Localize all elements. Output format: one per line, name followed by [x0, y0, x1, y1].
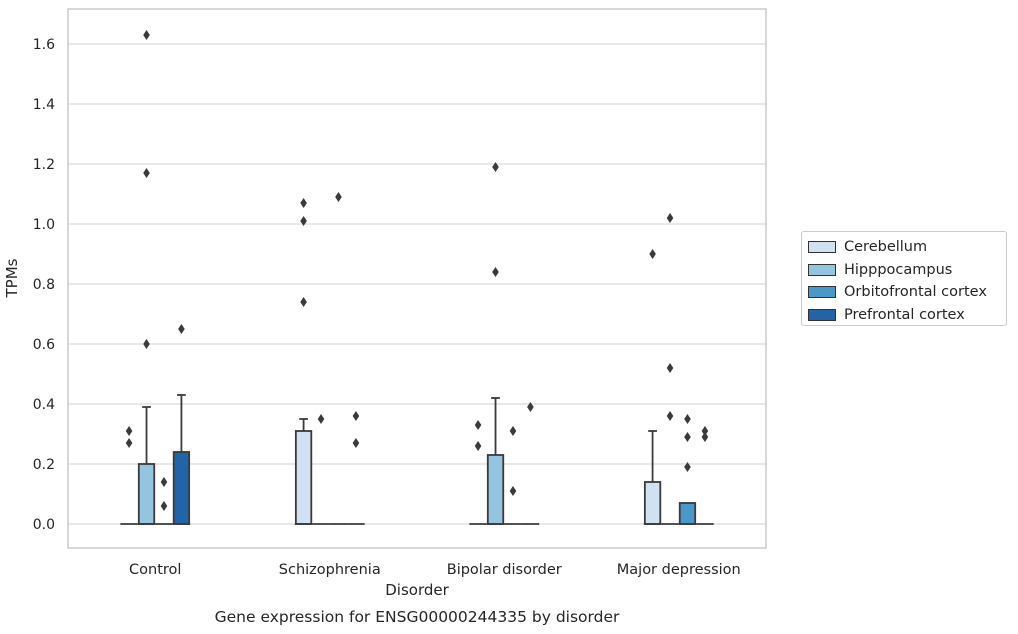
y-tick-label: 0.8: [33, 277, 55, 293]
y-tick-label: 0.0: [33, 517, 55, 533]
box-rect: [137, 463, 156, 525]
box-group: [504, 426, 522, 525]
outlier-point: [160, 501, 168, 511]
y-tick-label: 0.6: [33, 337, 55, 353]
chart-title: Gene expression for ENSG00000244335 by d…: [215, 608, 620, 626]
outlier-point: [509, 486, 517, 496]
box-rect: [643, 481, 662, 525]
outlier-point: [300, 198, 307, 208]
legend-label: Hipppocampus: [844, 261, 953, 278]
outlier-point: [143, 168, 150, 178]
legend-item: Prefrontal cortex: [808, 304, 1006, 327]
box-group: [137, 30, 156, 525]
box-group: [678, 414, 697, 525]
outlier-point: [352, 411, 360, 421]
legend-item: Cerebellum: [808, 236, 1006, 259]
box-rect: [172, 451, 191, 525]
outlier-point: [701, 426, 709, 436]
legend-label: Orbitofrontal cortex: [844, 284, 987, 301]
outlier-point: [492, 162, 499, 172]
legend-item: Hipppocampus: [808, 259, 1006, 282]
outlier-point: [509, 426, 517, 436]
x-tick-label: Bipolar disorder: [447, 562, 562, 578]
box-group: [120, 426, 138, 525]
box-group: [643, 249, 662, 525]
box-rect: [294, 430, 313, 525]
outlier-point: [352, 438, 360, 448]
x-tick-label: Schizophrenia: [279, 562, 381, 578]
box-group: [312, 414, 330, 525]
box-group: [661, 213, 679, 525]
x-tick-label: Major depression: [617, 562, 741, 578]
legend-label: Prefrontal cortex: [844, 306, 965, 323]
plot-area-frame: [67, 8, 767, 549]
legend-swatch: [808, 263, 836, 276]
y-tick-label: 1.0: [33, 217, 55, 233]
x-tick-labels: Control Schizophrenia Bipolar disorder Majo…: [129, 562, 741, 578]
outlier-point: [527, 402, 534, 412]
outlier-point: [143, 30, 150, 40]
x-axis-label: Disorder: [385, 581, 449, 599]
y-tick-label: 0.4: [33, 397, 55, 413]
box-group: [469, 420, 487, 525]
y-tick-label: 1.2: [33, 157, 55, 173]
x-tick-label: Control: [129, 562, 181, 578]
box-rect: [678, 502, 697, 525]
outlier-point: [666, 411, 674, 421]
box-group: [172, 324, 191, 525]
legend-swatch: [808, 308, 836, 321]
box-group: [347, 411, 365, 525]
box-marks: [120, 30, 714, 525]
outlier-point: [300, 297, 307, 307]
outlier-point: [666, 363, 674, 373]
outlier-point: [125, 438, 133, 448]
outlier-point: [666, 213, 674, 223]
outlier-point: [125, 426, 133, 436]
outlier-point: [684, 414, 691, 424]
outlier-point: [178, 324, 185, 334]
y-tick-label: 0.2: [33, 457, 55, 473]
box-rect: [486, 454, 505, 525]
y-axis-label: TPMs: [3, 258, 21, 298]
outlier-point: [317, 414, 325, 424]
box-group: [294, 198, 313, 525]
box-group: [155, 477, 173, 525]
legend: Cerebellum Hipppocampus Orbitofrontal cort…: [801, 231, 1007, 326]
box-group: [486, 162, 505, 525]
box-group: [696, 426, 714, 525]
legend-label: Cerebellum: [844, 239, 928, 256]
legend-swatch: [808, 286, 836, 299]
box-group: [521, 402, 540, 525]
y-tick-labels: 0.0 0.2 0.4 0.6 0.8 1.0 1.2 1.4 1.6: [33, 37, 55, 533]
legend-item: Orbitofrontal cortex: [808, 281, 1006, 304]
outlier-point: [474, 420, 482, 430]
outlier-point: [335, 192, 342, 202]
y-tick-label: 1.4: [33, 97, 55, 113]
outlier-point: [160, 477, 168, 487]
outlier-point: [300, 216, 307, 226]
outlier-point: [492, 267, 499, 277]
outlier-point: [701, 432, 709, 442]
y-tick-label: 1.6: [33, 37, 55, 53]
outlier-point: [684, 432, 691, 442]
outlier-point: [143, 339, 150, 349]
outlier-point: [474, 441, 482, 451]
box-group: [329, 192, 348, 525]
legend-swatch: [808, 241, 836, 254]
outlier-point: [649, 249, 656, 259]
grid-lines: [68, 43, 766, 525]
outlier-point: [684, 462, 691, 472]
